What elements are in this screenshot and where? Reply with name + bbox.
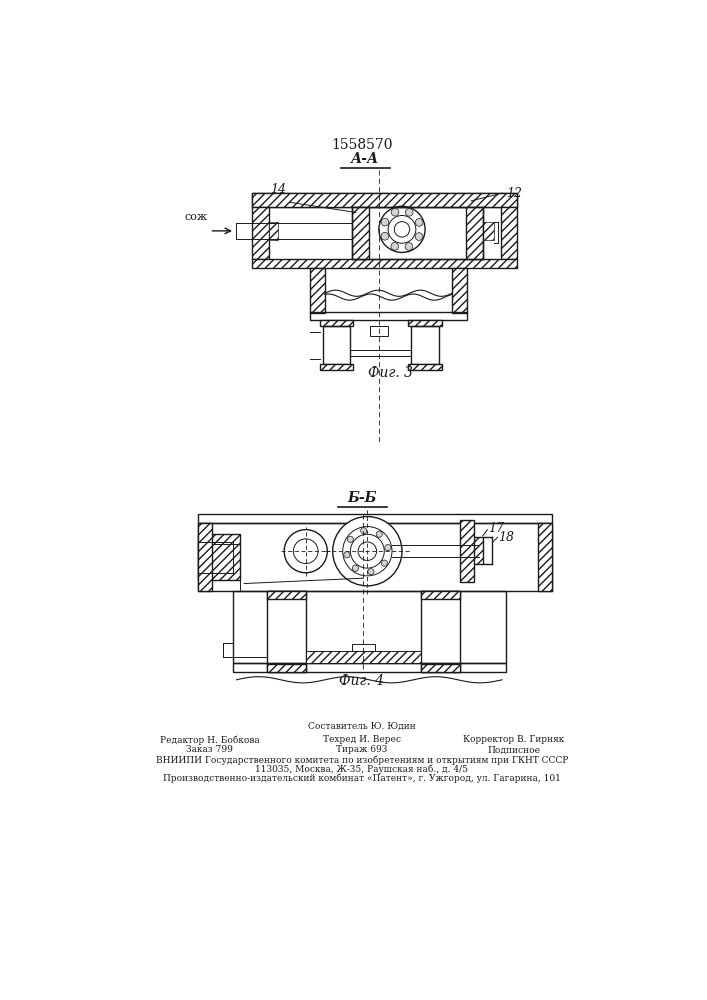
Circle shape — [391, 243, 399, 250]
Bar — [233, 663, 506, 672]
Text: Б-Б: Б-Б — [347, 491, 377, 505]
Text: 18: 18 — [498, 531, 514, 544]
Circle shape — [344, 552, 350, 558]
Bar — [269, 222, 278, 240]
Bar — [310, 312, 467, 320]
Bar — [452, 268, 467, 312]
Bar — [408, 364, 442, 370]
Circle shape — [333, 517, 402, 586]
Bar — [352, 644, 375, 651]
Text: 1558570: 1558570 — [331, 138, 392, 152]
Bar — [233, 591, 506, 663]
Bar — [310, 268, 325, 312]
Text: Фиг. 4: Фиг. 4 — [339, 674, 385, 688]
Circle shape — [415, 233, 423, 240]
Text: Корректор В. Гирняк: Корректор В. Гирняк — [463, 735, 564, 744]
Bar — [198, 534, 240, 580]
Circle shape — [391, 208, 399, 216]
Bar — [351, 350, 411, 356]
Text: Производственно-издательский комбинат «Патент», г. Ужгород, ул. Гагарина, 101: Производственно-издательский комбинат «П… — [163, 774, 561, 783]
Bar — [466, 207, 483, 259]
Bar — [267, 591, 305, 599]
Bar — [252, 193, 518, 207]
Bar — [501, 207, 518, 259]
Bar — [198, 523, 552, 591]
Bar — [421, 591, 460, 599]
Bar — [411, 326, 439, 364]
Circle shape — [415, 219, 423, 226]
Bar — [198, 523, 212, 591]
Bar — [464, 537, 483, 564]
Bar — [305, 651, 421, 663]
Circle shape — [347, 536, 354, 542]
Text: А-А: А-А — [351, 152, 379, 166]
Bar — [352, 207, 369, 259]
Circle shape — [361, 528, 367, 534]
Bar — [252, 193, 518, 207]
Text: 113035, Москва, Ж-35, Раушская наб., д. 4/5: 113035, Москва, Ж-35, Раушская наб., д. … — [255, 764, 469, 774]
Circle shape — [284, 530, 327, 573]
Bar — [267, 664, 305, 672]
Bar — [320, 364, 354, 370]
Bar — [421, 591, 460, 672]
Circle shape — [385, 545, 391, 551]
Text: Редактор Н. Бобкова: Редактор Н. Бобкова — [160, 735, 259, 745]
Text: 17: 17 — [489, 522, 504, 535]
Text: Тираж 693: Тираж 693 — [337, 745, 387, 754]
Bar — [305, 651, 421, 663]
Text: сож: сож — [184, 212, 207, 222]
Bar — [408, 320, 442, 326]
Text: Фиг. 3: Фиг. 3 — [368, 366, 413, 380]
Bar — [252, 259, 518, 268]
Bar — [322, 326, 351, 364]
Text: Техред И. Верес: Техред И. Верес — [323, 735, 401, 744]
Circle shape — [381, 218, 389, 226]
Circle shape — [376, 531, 382, 537]
Circle shape — [405, 208, 413, 216]
Text: 14: 14 — [271, 183, 286, 196]
Circle shape — [352, 565, 358, 571]
Bar — [538, 523, 552, 591]
Text: Составитель Ю. Юдин: Составитель Ю. Юдин — [308, 721, 416, 730]
Bar — [460, 520, 474, 582]
Text: ВНИИПИ Государственного комитета по изобретениям и открытиям при ГКНТ СССР: ВНИИПИ Государственного комитета по изоб… — [156, 755, 568, 765]
Text: 12: 12 — [506, 187, 522, 200]
Bar — [421, 664, 460, 672]
Bar — [370, 326, 388, 336]
Bar — [267, 591, 305, 672]
Bar — [483, 222, 493, 240]
Bar — [320, 320, 354, 326]
Text: Заказ 799: Заказ 799 — [186, 745, 233, 754]
Circle shape — [405, 243, 413, 250]
Circle shape — [381, 232, 389, 240]
Circle shape — [381, 560, 387, 566]
Bar — [198, 514, 552, 523]
Bar — [252, 207, 269, 259]
Text: Подписное: Подписное — [487, 745, 540, 754]
Circle shape — [368, 569, 374, 575]
